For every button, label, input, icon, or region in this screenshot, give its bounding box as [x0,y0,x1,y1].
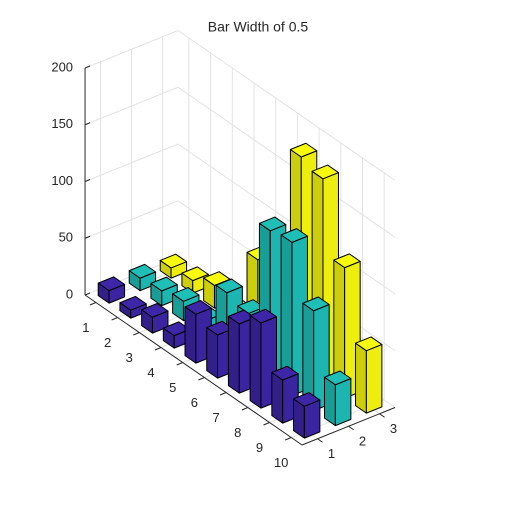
bar-face-top [141,302,169,318]
z-tick [84,65,91,69]
bar-face-top [280,228,308,243]
row-tick [198,377,205,381]
row-tick [263,422,270,426]
column-tick-label: 1 [328,446,335,461]
bar-face-top [311,164,339,180]
bar-face-top [355,336,383,352]
bar-face-left [324,376,336,427]
row-tick [111,317,118,321]
bar-face-top [271,365,299,381]
z-tick [84,235,91,239]
bar [150,276,178,307]
bar [355,336,383,414]
column-tick-label: 3 [390,421,397,436]
row-tick [176,362,183,366]
bar-face-top [119,295,147,311]
bar [97,276,126,304]
bar-face-front [334,378,352,427]
row-tick-label: 7 [212,410,219,425]
bar [128,263,157,292]
row-tick [154,347,162,351]
bar-face-top [128,263,157,279]
z-tick-label: 200 [51,59,73,74]
bar-face-left [206,326,219,379]
grid-line [177,30,396,181]
z-tick-label: 100 [51,173,73,188]
chart-title: Bar Width of 0.5 [208,19,309,35]
bar-face-front [365,343,383,414]
column-tick [317,438,323,443]
row-tick-label: 6 [191,395,198,410]
axis-line [84,294,303,446]
bar-face-top [324,370,352,386]
bar-face-top [249,308,277,324]
row-tick-label: 10 [274,455,288,470]
row-tick-label: 3 [126,350,133,365]
bar-face-top [293,392,321,407]
bar [159,253,188,279]
bar-face-top [172,287,200,302]
z-tick [84,292,91,296]
bar-face-top [97,276,126,292]
row-tick-label: 2 [104,335,111,350]
bar-face-top [150,276,178,292]
bar-face-top [258,216,287,232]
bar-face-left [355,342,367,414]
bar [293,392,321,439]
row-tick-label: 5 [169,380,176,395]
row-tick-label: 1 [82,320,89,335]
z-tick-label: 0 [66,286,73,301]
bar [280,228,308,397]
z-tick [84,179,91,182]
bar-face-top [181,266,209,282]
row-tick [241,407,248,411]
row-tick [89,302,97,306]
bar-face-left [249,315,262,409]
bar [324,370,352,427]
bar-face-left [271,371,284,424]
row-tick-label: 9 [256,440,263,455]
grid-line [177,86,396,238]
row-tick-label: 4 [147,365,154,380]
bar-face-top [159,253,188,269]
z-tick-label: 150 [51,116,73,131]
bar-face-top [184,300,212,315]
column-tick [379,413,385,418]
row-tick-label: 8 [234,425,241,440]
bar-face-left [227,315,240,394]
row-tick [219,392,227,396]
z-tick-label: 50 [59,230,73,245]
bar-face-top [302,296,330,312]
bar-face-top [289,142,318,158]
bar-face-top [215,278,243,294]
bar [119,295,147,319]
z-tick [84,122,91,126]
bar-face-left [184,306,197,364]
column-tick [348,425,354,431]
bar-face-top [333,253,361,269]
row-tick [133,332,140,336]
row-tick [285,437,292,441]
column-tick-label: 2 [359,434,366,449]
